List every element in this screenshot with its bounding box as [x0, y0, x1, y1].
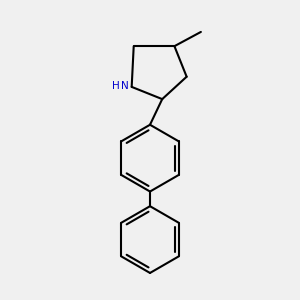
- Text: N: N: [121, 81, 129, 91]
- Text: H: H: [112, 81, 119, 91]
